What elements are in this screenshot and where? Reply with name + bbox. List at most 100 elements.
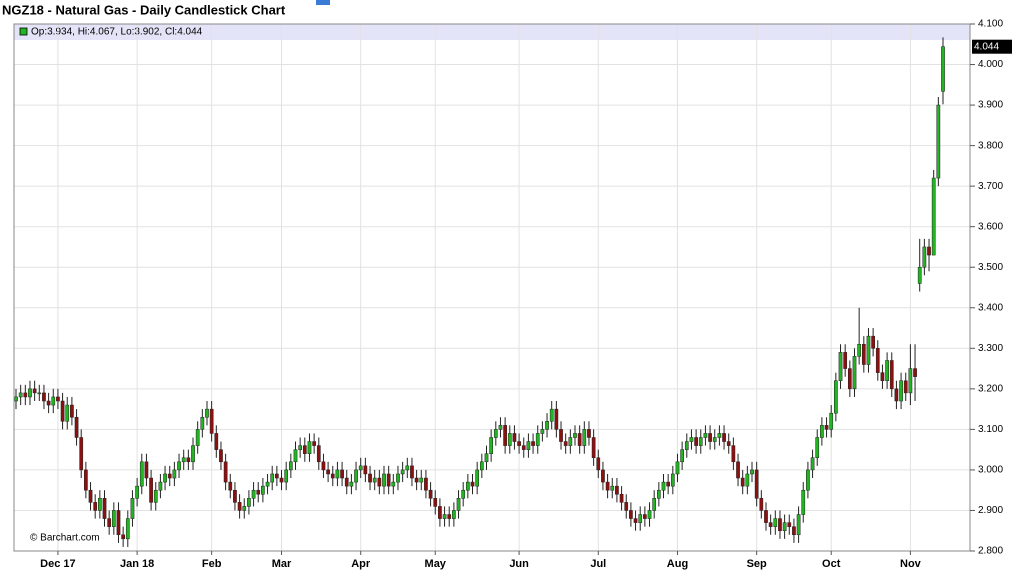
x-tick-label: Dec 17 <box>40 558 75 570</box>
candle-body <box>344 477 349 487</box>
candle-body <box>582 429 587 446</box>
candle-body <box>135 485 139 499</box>
candle-body <box>540 429 545 434</box>
candle-body <box>396 473 400 483</box>
candle-body <box>549 408 554 422</box>
candle-body <box>703 433 708 438</box>
candle-body <box>335 469 340 479</box>
candle-body <box>521 445 526 450</box>
candle-body <box>745 473 750 487</box>
candle-body <box>447 514 452 519</box>
candle-body <box>242 506 247 511</box>
x-tick-label: Mar <box>272 558 292 570</box>
candle-body <box>37 392 42 395</box>
candle-body <box>65 404 70 422</box>
candle-body <box>666 481 671 487</box>
chart-title: NGZ18 - Natural Gas - Daily Candlestick … <box>2 2 286 17</box>
candle-body <box>172 469 177 479</box>
candle-body <box>130 498 135 519</box>
candle-body <box>382 473 386 487</box>
candle-body <box>144 461 149 479</box>
y-tick-label: 4.000 <box>978 59 1003 70</box>
candle-body <box>913 368 917 377</box>
candle-body <box>125 518 130 540</box>
candle-body <box>470 481 475 487</box>
legend-swatch <box>19 27 28 36</box>
candle-body <box>153 489 158 503</box>
candle-body <box>116 510 121 536</box>
candle-body <box>661 481 666 491</box>
candle-body <box>288 461 293 471</box>
candle-body <box>18 392 23 398</box>
candle-body <box>931 177 936 256</box>
candle-body <box>820 425 824 438</box>
candle-body <box>400 469 405 475</box>
candle-body <box>466 481 470 491</box>
candle-body <box>107 518 112 527</box>
candle-body <box>885 360 889 381</box>
y-tick-label: 3.900 <box>978 100 1003 111</box>
candle-body <box>866 335 871 365</box>
candle-body <box>93 502 98 511</box>
candle-body <box>754 469 759 499</box>
candle-body <box>167 473 172 479</box>
candle-body <box>601 469 605 483</box>
candle-body <box>214 433 219 450</box>
candle-body <box>479 461 484 471</box>
candle-body <box>503 425 507 446</box>
candle-body <box>363 465 368 475</box>
candle-body <box>251 489 256 499</box>
candle-body <box>28 388 32 398</box>
candle-body <box>386 473 391 487</box>
last-price-tag <box>972 39 1012 54</box>
y-tick-label: 3.300 <box>978 343 1003 354</box>
candle-body <box>307 441 312 454</box>
candle-body <box>638 514 643 523</box>
candle-body <box>936 104 941 179</box>
candle-body <box>656 489 661 499</box>
candle-body <box>750 469 754 475</box>
candle-body <box>405 465 410 471</box>
candle-body <box>410 465 414 479</box>
last-price-label: 4.044 <box>974 41 999 52</box>
y-tick-label: 3.600 <box>978 221 1003 232</box>
candle-body <box>875 348 880 373</box>
candle-body <box>233 489 237 503</box>
candle-body <box>349 481 354 487</box>
candle-body <box>149 477 153 503</box>
candle-body <box>293 449 298 463</box>
x-tick-label: Jan 18 <box>120 558 154 570</box>
candle-body <box>111 510 116 527</box>
y-tick-label: 3.500 <box>978 262 1003 273</box>
y-tick-label: 2.900 <box>978 505 1003 516</box>
candle-body <box>237 502 242 511</box>
candle-body <box>205 408 209 418</box>
candle-body <box>563 441 568 446</box>
candle-body <box>545 421 549 430</box>
candle-body <box>51 396 56 406</box>
candle-body <box>647 510 652 519</box>
candle-body <box>694 437 698 446</box>
candle-body <box>801 489 806 515</box>
candles <box>14 37 945 547</box>
y-tick-label: 3.100 <box>978 424 1003 435</box>
candle-body <box>829 412 834 430</box>
candle-body <box>23 392 28 398</box>
candle-body <box>652 498 657 511</box>
candle-body <box>498 425 503 430</box>
candle-body <box>768 522 773 527</box>
candle-body <box>84 469 88 491</box>
candle-body <box>484 453 489 463</box>
candle-body <box>759 498 764 511</box>
y-tick-label: 3.200 <box>978 383 1003 394</box>
candle-body <box>163 473 167 483</box>
candle-body <box>247 498 251 507</box>
candle-body <box>880 372 885 381</box>
candle-body <box>852 356 857 390</box>
candle-body <box>42 392 46 402</box>
candle-body <box>857 344 862 357</box>
candle-body <box>74 416 79 438</box>
candle-body <box>507 433 512 446</box>
watermark: © Barchart.com <box>30 533 100 544</box>
candle-body <box>941 46 945 92</box>
